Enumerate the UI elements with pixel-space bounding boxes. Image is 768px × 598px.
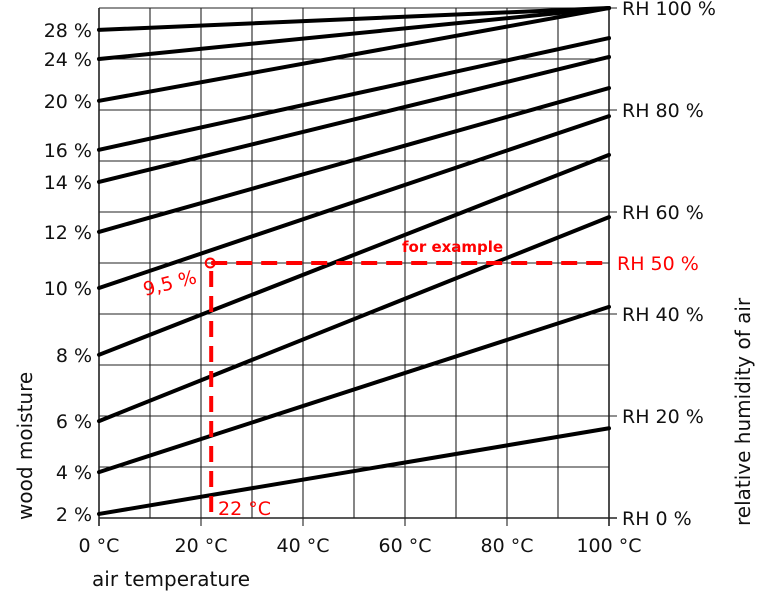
left-tick-label: 16 % bbox=[44, 140, 92, 162]
x-tick-label: 60 °C bbox=[379, 535, 432, 557]
example-annotation: for example 9,5 % 22 °C RH 50 % bbox=[141, 238, 699, 520]
x-tick-label: 0 °C bbox=[79, 535, 120, 557]
right-tick-label: RH 80 % bbox=[622, 100, 704, 122]
moisture-line bbox=[97, 6, 611, 103]
right-tick-label: RH 20 % bbox=[622, 406, 704, 428]
moisture-line bbox=[97, 426, 611, 516]
example-note: for example bbox=[402, 238, 503, 256]
moisture-lines bbox=[97, 6, 611, 516]
moisture-line bbox=[97, 304, 611, 475]
moisture-line bbox=[97, 6, 611, 61]
x-tick-label: 80 °C bbox=[481, 535, 534, 557]
right-tick-label: RH 100 % bbox=[622, 0, 716, 20]
x-tick-label: 20 °C bbox=[175, 535, 228, 557]
moisture-line bbox=[97, 36, 611, 152]
left-axis-title: wood moisture bbox=[13, 372, 37, 520]
example-rh-label: RH 50 % bbox=[617, 253, 699, 275]
left-tick-label: 2 % bbox=[56, 504, 92, 526]
x-tick-label: 40 °C bbox=[277, 535, 330, 557]
moisture-line bbox=[97, 152, 611, 357]
right-tick-label: RH 0 % bbox=[622, 508, 692, 530]
tick-labels: 28 % 24 % 20 % 16 % 14 % 12 % 10 % 8 % 6 % 4 % 2 %… bbox=[44, 0, 716, 557]
left-tick-label: 14 % bbox=[44, 172, 92, 194]
right-axis-title: relative humidity of air bbox=[731, 297, 755, 526]
left-tick-label: 4 % bbox=[56, 462, 92, 484]
x-tick-label: 100 °C bbox=[576, 535, 641, 557]
x-axis-title: air temperature bbox=[92, 567, 250, 591]
moisture-line bbox=[97, 215, 611, 424]
moisture-line bbox=[97, 54, 611, 184]
left-tick-label: 24 % bbox=[44, 49, 92, 71]
example-point-marker bbox=[204, 257, 216, 269]
moisture-line bbox=[97, 6, 611, 32]
left-tick-label: 28 % bbox=[44, 20, 92, 42]
example-temperature-label: 22 °C bbox=[218, 498, 271, 520]
left-tick-label: 6 % bbox=[56, 411, 92, 433]
left-tick-label: 20 % bbox=[44, 91, 92, 113]
left-tick-label: 10 % bbox=[44, 278, 92, 300]
moisture-line bbox=[97, 114, 611, 290]
left-tick-label: 12 % bbox=[44, 222, 92, 244]
right-tick-label: RH 60 % bbox=[622, 202, 704, 224]
left-tick-label: 8 % bbox=[56, 345, 92, 367]
right-tick-label: RH 40 % bbox=[622, 304, 704, 326]
moisture-line bbox=[97, 86, 611, 234]
